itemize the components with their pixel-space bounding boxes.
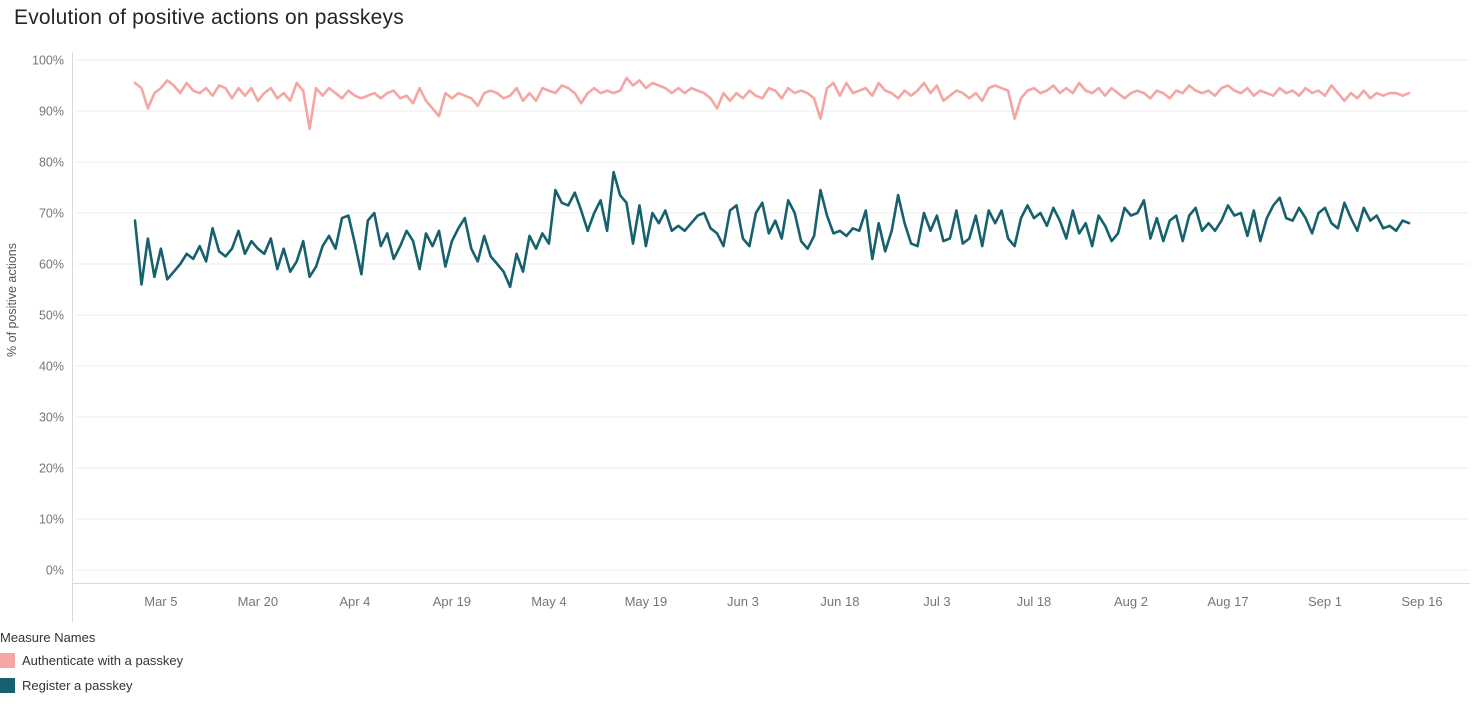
x-tick-label: Mar 5 <box>144 594 177 609</box>
legend-items: Authenticate with a passkey Register a pa… <box>0 653 400 693</box>
x-tick-label: Jul 18 <box>1017 594 1052 609</box>
y-tick-label: 30% <box>39 411 64 425</box>
legend-item-label[interactable]: Register a passkey <box>22 678 133 693</box>
y-tick-label: 80% <box>39 156 64 170</box>
chart-area: 0% 10% 20% 30% 40% 50% 60% 70% 80% 90% 100% Mar 5 Ma… <box>5 52 1470 622</box>
y-tick-label: 40% <box>39 360 64 374</box>
x-tick-label: Jul 3 <box>923 594 950 609</box>
y-tick-label: 0% <box>46 564 64 578</box>
y-tick-label: 70% <box>39 207 64 221</box>
y-tick-label: 60% <box>39 258 64 272</box>
y-tick-label: 20% <box>39 462 64 476</box>
x-tick-label: Apr 19 <box>433 594 471 609</box>
legend: Measure Names Authenticate with a passke… <box>0 630 400 703</box>
x-tick-label: Apr 4 <box>339 594 370 609</box>
x-tick-label: Aug 2 <box>1114 594 1148 609</box>
y-axis-title: % of positive actions <box>5 243 19 357</box>
y-tick-label: 50% <box>39 309 64 323</box>
legend-swatch-authenticate-with-a-passkey[interactable] <box>0 653 15 668</box>
x-tick-label: Jun 3 <box>727 594 759 609</box>
series-line-register-a-passkey[interactable] <box>133 170 1411 289</box>
x-tick-label: Jun 18 <box>820 594 859 609</box>
page-title: Evolution of positive actions on passkey… <box>14 6 404 29</box>
y-tick-label: 90% <box>39 105 64 119</box>
x-tick-label: Sep 1 <box>1308 594 1342 609</box>
legend-title: Measure Names <box>0 630 96 645</box>
x-tick-label: May 4 <box>531 594 566 609</box>
series-line-authenticate-with-a-passkey[interactable] <box>133 76 1411 131</box>
x-tick-label: Aug 17 <box>1207 594 1248 609</box>
x-tick-label: Mar 20 <box>238 594 278 609</box>
legend-item-authenticate-with-a-passkey[interactable]: Authenticate with a passkey <box>0 653 400 668</box>
chart-canvas: 0% 10% 20% 30% 40% 50% 60% 70% 80% 90% 100% Mar 5 Ma… <box>32 52 1470 622</box>
y-tick-label: 100% <box>32 54 64 68</box>
x-tick-label: May 19 <box>625 594 668 609</box>
y-tick-label: 10% <box>39 513 64 527</box>
legend-item-label[interactable]: Authenticate with a passkey <box>22 653 184 668</box>
legend-item-register-a-passkey[interactable]: Register a passkey <box>0 678 400 693</box>
x-tick-label: Sep 16 <box>1401 594 1442 609</box>
legend-swatch-register-a-passkey[interactable] <box>0 678 15 693</box>
